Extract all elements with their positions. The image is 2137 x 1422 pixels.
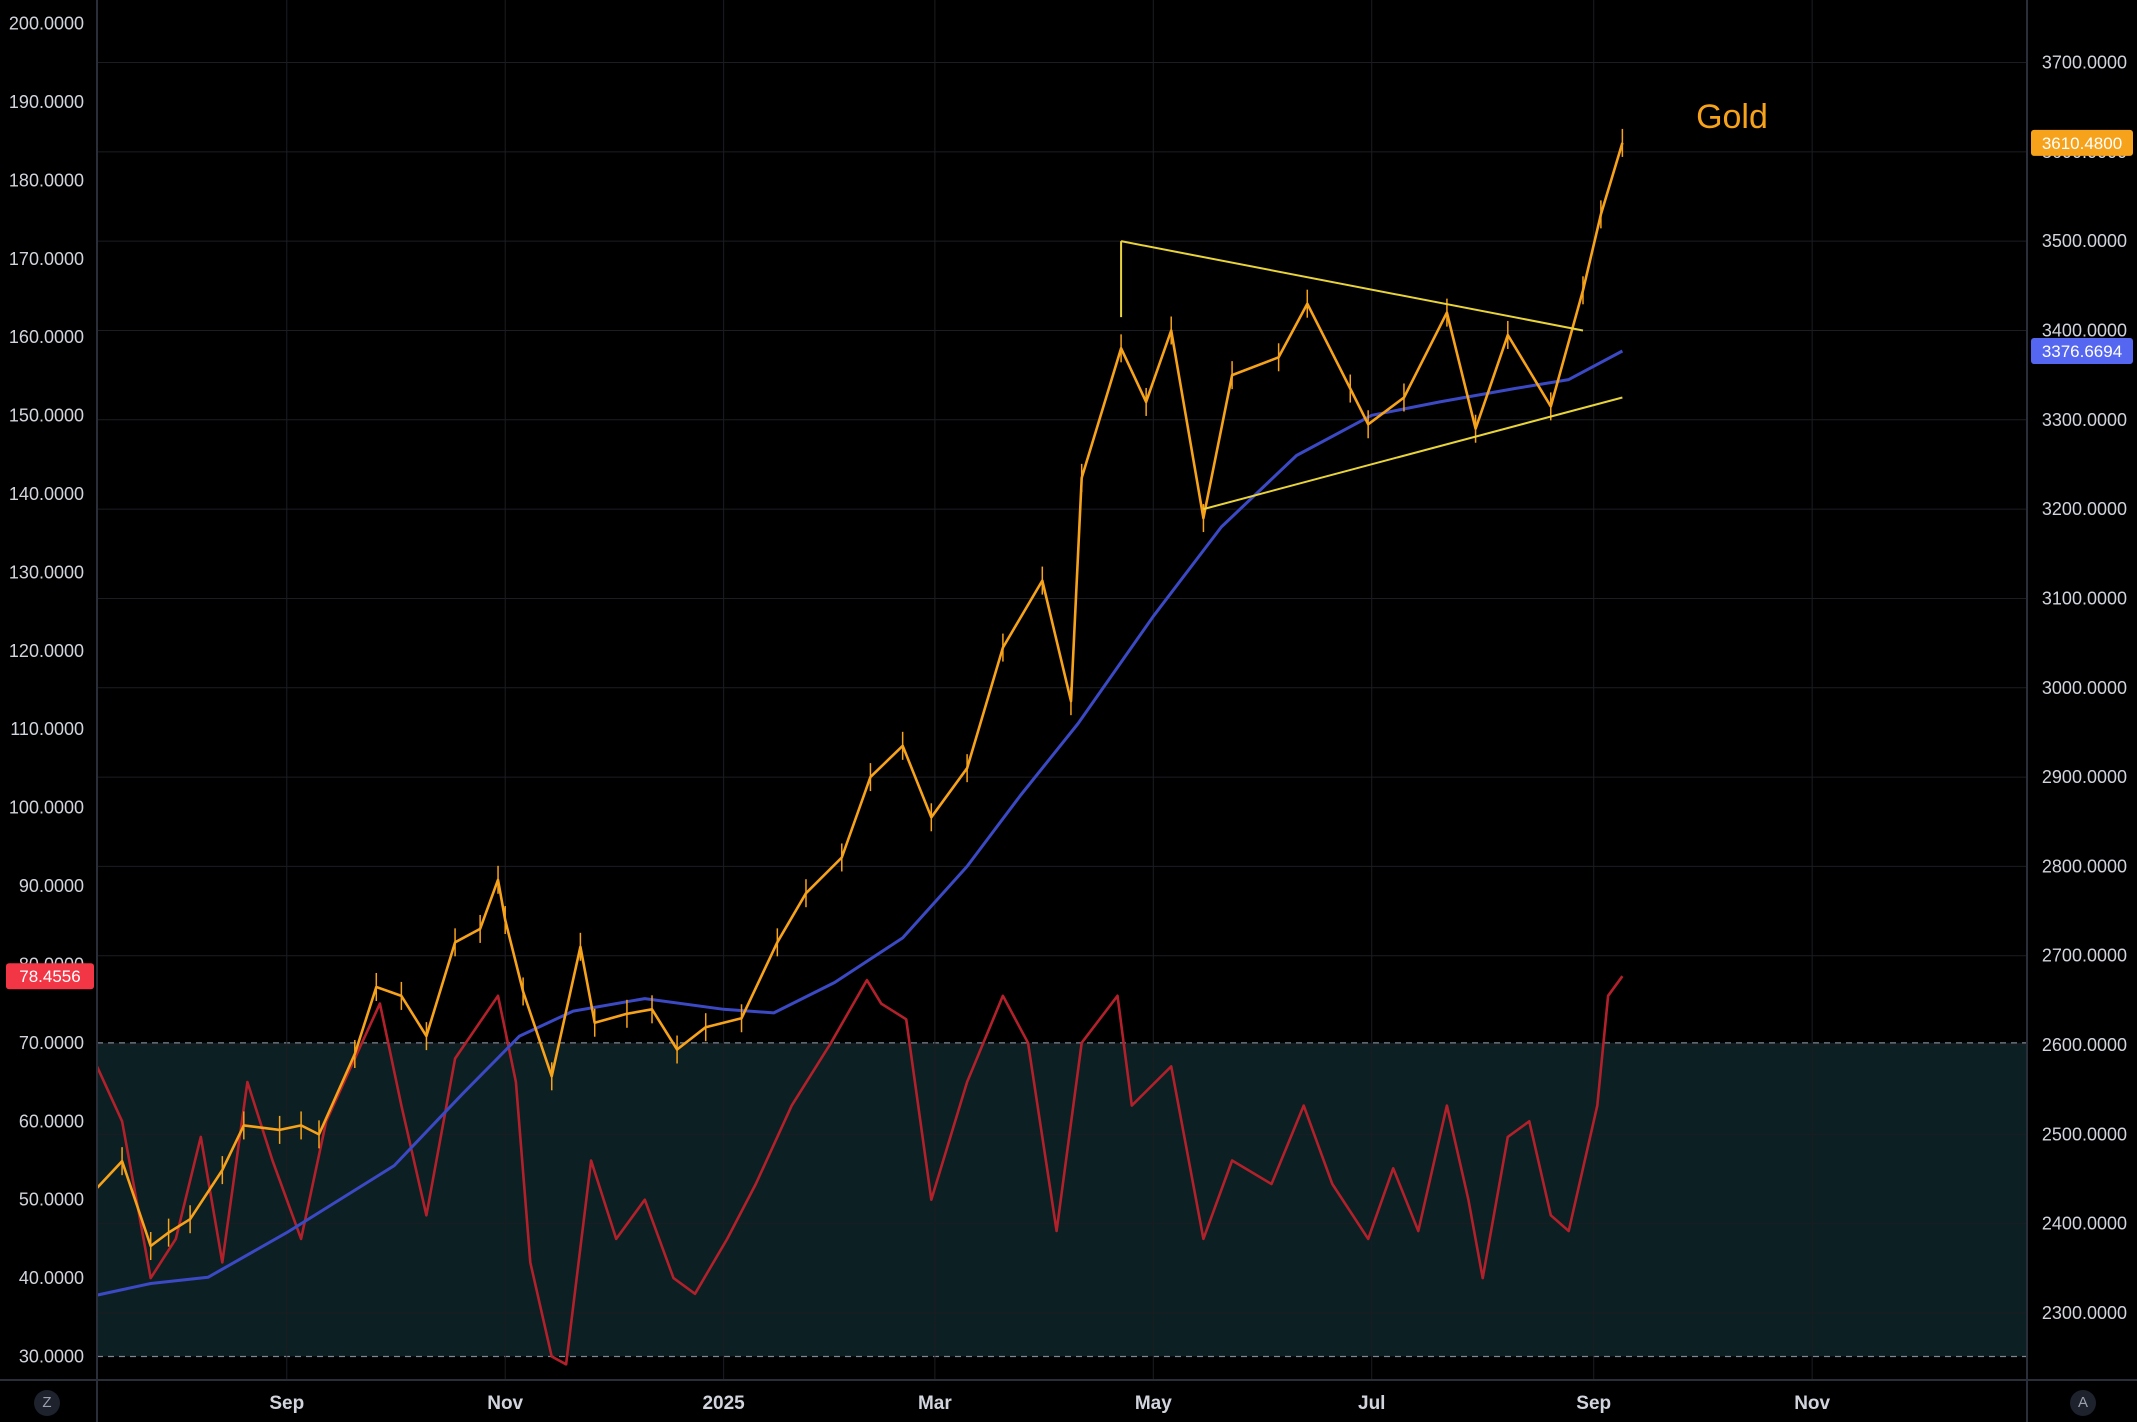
x-axis-tick: Sep bbox=[1576, 1393, 1611, 1414]
badge-layer: 78.4556 3610.4800 3376.6694 bbox=[6, 129, 2133, 990]
left-axis-tick: 130.0000 bbox=[9, 562, 84, 582]
left-axis-tick: 40.0000 bbox=[19, 1268, 84, 1288]
x-axis-tick: 2025 bbox=[702, 1393, 745, 1414]
auto-scale-button[interactable]: A bbox=[2070, 1390, 2096, 1416]
right-axis-tick: 3500.0000 bbox=[2042, 231, 2127, 251]
grid-layer bbox=[97, 0, 2027, 1380]
triangle-trendline bbox=[1120, 240, 1584, 332]
moving-average-badge-bg bbox=[2031, 338, 2133, 365]
left-axis-tick: 90.0000 bbox=[19, 876, 84, 896]
x-axis-tick: Mar bbox=[918, 1393, 952, 1414]
right-axis-tick: 2700.0000 bbox=[2042, 946, 2127, 966]
right-axis-tick: 2400.0000 bbox=[2042, 1214, 2127, 1234]
left-axis-tick: 150.0000 bbox=[9, 406, 84, 426]
left-axis-tick: 160.0000 bbox=[9, 327, 84, 347]
series-layer bbox=[95, 128, 1624, 1366]
left-axis-tick: 170.0000 bbox=[9, 249, 84, 269]
left-axis-tick: 60.0000 bbox=[19, 1111, 84, 1131]
rsi-value-badge-bg bbox=[6, 963, 94, 990]
left-corner-button[interactable]: Z bbox=[34, 1390, 60, 1416]
x-axis-tick: May bbox=[1135, 1393, 1172, 1414]
rsi-line bbox=[95, 975, 1624, 1366]
right-axis-tick: 3100.0000 bbox=[2042, 588, 2127, 608]
x-axis-tick: Nov bbox=[1794, 1393, 1830, 1414]
right-axis-tick: 3400.0000 bbox=[2042, 320, 2127, 340]
moving-average-badge: 3376.6694 bbox=[2042, 342, 2122, 361]
left-axis-tick: 140.0000 bbox=[9, 484, 84, 504]
x-axis-tick: Nov bbox=[487, 1393, 523, 1414]
left-axis-tick: 50.0000 bbox=[19, 1190, 84, 1210]
right-axis-tick: 2600.0000 bbox=[2042, 1035, 2127, 1055]
gold-last-price-badge: 3610.4800 bbox=[2042, 134, 2122, 153]
right-axis-tick: 2900.0000 bbox=[2042, 767, 2127, 787]
left-axis-tick: 120.0000 bbox=[9, 641, 84, 661]
x-axis-tick: Sep bbox=[269, 1393, 304, 1414]
left-axis-tick: 190.0000 bbox=[9, 92, 84, 112]
right-axis-tick: 2800.0000 bbox=[2042, 856, 2127, 876]
right-axis-tick: 3700.0000 bbox=[2042, 53, 2127, 73]
triangle-trendline bbox=[1203, 396, 1623, 511]
right-axis-tick: 3000.0000 bbox=[2042, 678, 2127, 698]
left-axis-tick: 180.0000 bbox=[9, 170, 84, 190]
left-axis-tick: 200.0000 bbox=[9, 14, 84, 34]
left-axis-tick: 70.0000 bbox=[19, 1033, 84, 1053]
right-axis-tick: 2300.0000 bbox=[2042, 1303, 2127, 1323]
right-axis-tick: 2500.0000 bbox=[2042, 1124, 2127, 1144]
gold-last-price-badge-bg bbox=[2031, 129, 2133, 156]
x-axis-tick: Jul bbox=[1358, 1393, 1385, 1414]
left-axis-tick: 100.0000 bbox=[9, 798, 84, 818]
right-axis-tick: 3200.0000 bbox=[2042, 499, 2127, 519]
left-axis-tick: 30.0000 bbox=[19, 1346, 84, 1366]
rsi-value-badge: 78.4556 bbox=[19, 967, 80, 986]
right-axis-tick: 3300.0000 bbox=[2042, 410, 2127, 430]
left-axis-tick: 110.0000 bbox=[10, 719, 84, 739]
chart-title: Gold bbox=[1696, 98, 1768, 136]
